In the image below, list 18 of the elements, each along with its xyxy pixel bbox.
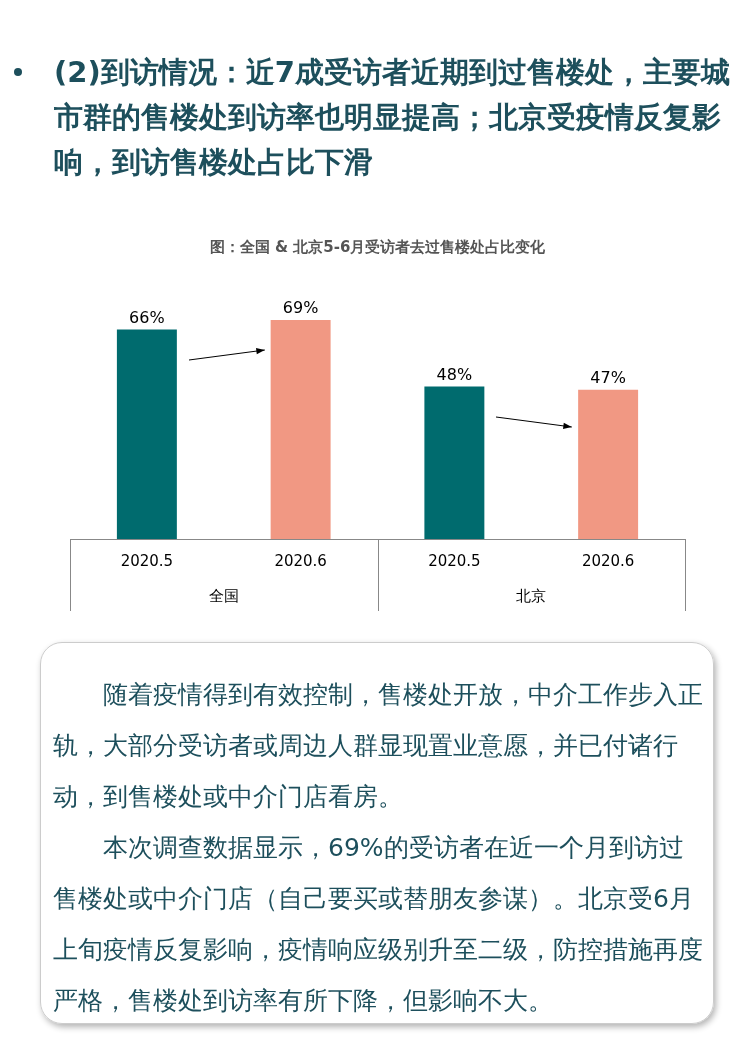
bar (270, 319, 331, 539)
x-tick-label: 2020.6 (581, 551, 635, 570)
x-tick-label: 2020.5 (428, 551, 481, 570)
text: 本次调查数据显示，69%的受访者在近一个月到访过售楼处或中介门店（自己要买或替朋友参谋）。北京受6月上旬疫情反复影响，疫情响应级别升至二级，防控措施再度严格，售楼处到访率有所下降，但影响不大。 (53, 832, 703, 1017)
chart-title: (2)到访情况：近7成受访者近期到过售楼处，主要城市群的售楼处到访率也明显提高；北京受疫情反复影响，到访售楼处占比下滑 (54, 54, 731, 181)
data-label: 66% (129, 307, 165, 327)
data-label: 69% (282, 298, 319, 318)
text: 随着疫情得到有效控制，售楼处开放，中介工作步入正轨，大部分受访者或周边人群显现置业意愿，并已付诸行动，到售楼处或中介门店看房。 (53, 679, 703, 813)
text: 北京 (516, 586, 547, 605)
bar (424, 386, 485, 539)
bar (116, 329, 177, 539)
x-tick-label: 2020.5 (120, 551, 174, 570)
data-label: 48% (436, 364, 473, 384)
bar (578, 389, 639, 539)
text: 全国 (208, 586, 239, 605)
x-tick-label: 2020.6 (274, 551, 327, 570)
data-label: 47% (590, 367, 626, 387)
chart-subtitle: 图：全国 & 北京5-6月受访者去过售楼处占比变化 (208, 238, 547, 257)
